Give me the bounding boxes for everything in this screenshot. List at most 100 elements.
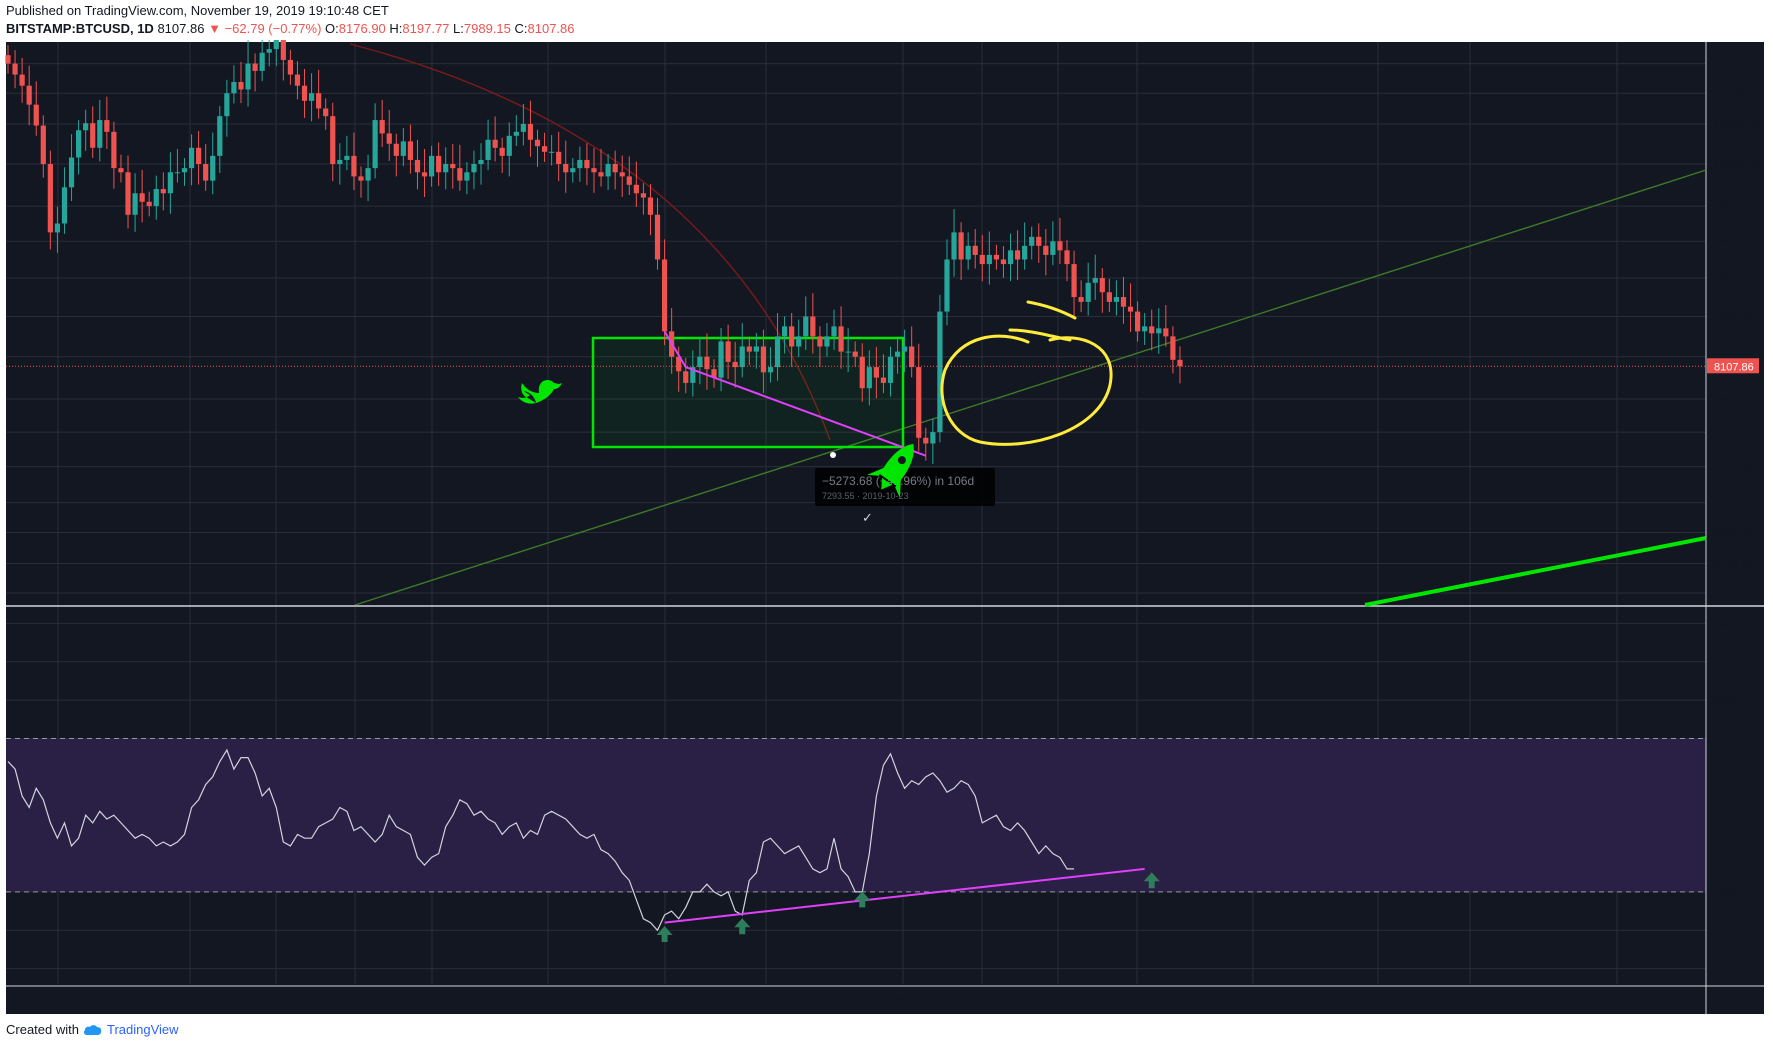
- change-value: −62.79 (−0.77%): [224, 21, 322, 36]
- price-tick-label: 10300.00: [1714, 159, 1760, 171]
- candle: [979, 234, 985, 282]
- candle: [993, 244, 999, 270]
- candle: [1156, 308, 1162, 354]
- up-arrow-icon: [734, 918, 751, 935]
- candle: [450, 143, 456, 189]
- time-tick-label: Dec: [1127, 993, 1147, 1005]
- candle: [167, 152, 173, 214]
- candle: [344, 135, 350, 171]
- candle: [873, 347, 879, 399]
- candle: [104, 96, 110, 149]
- candle: [471, 150, 477, 190]
- candle: [640, 183, 646, 215]
- candle: [400, 127, 406, 167]
- candle: [887, 346, 894, 397]
- symbol-ohlc-line: BITSTAMP:BTCUSD, 1D 8107.86 ▼ −62.79 (−0…: [6, 21, 575, 36]
- high-value: 8197.77: [402, 21, 450, 36]
- candle: [181, 158, 188, 186]
- candle: [697, 336, 703, 385]
- time-tick-label: Aug: [180, 993, 200, 1005]
- candle: [838, 306, 844, 369]
- price-tick-label: 6900.00: [1714, 498, 1754, 510]
- candle: [146, 191, 152, 217]
- candle: [83, 109, 89, 151]
- candle: [485, 119, 491, 171]
- candle: [1036, 223, 1042, 263]
- candle: [789, 312, 795, 368]
- candle: [937, 294, 943, 443]
- candle: [478, 143, 484, 185]
- price-tick-label: 7800.00: [1714, 394, 1754, 406]
- candle: [259, 40, 265, 82]
- candle: [330, 102, 336, 182]
- rsi-tick-label: 60.00: [1714, 772, 1742, 784]
- candle: [732, 341, 738, 388]
- candle: [457, 144, 463, 191]
- chart-canvas[interactable]: −5273.68 (−41.96%) in 106d 7293.55 · 201…: [0, 40, 1773, 1020]
- close-label: C:: [514, 21, 528, 36]
- candle: [68, 134, 75, 201]
- candle: [203, 143, 209, 191]
- candle: [661, 239, 668, 345]
- candle: [139, 169, 145, 223]
- candle: [753, 333, 759, 369]
- open-value: 8176.90: [338, 21, 386, 36]
- candle: [1078, 280, 1084, 313]
- candle: [132, 173, 138, 232]
- candle: [436, 142, 442, 186]
- candle: [810, 293, 816, 354]
- price-tick-label: 8600.00: [1714, 311, 1754, 323]
- time-tick-label: 13: [1464, 993, 1476, 1005]
- candle: [1106, 278, 1112, 313]
- low-value: 7989.15: [463, 21, 511, 36]
- candle: [443, 147, 449, 190]
- rsi-tick-label: 90.00: [1714, 657, 1742, 669]
- candle: [54, 206, 61, 253]
- tradingview-link[interactable]: TradingView: [106, 1022, 179, 1037]
- candle: [760, 329, 767, 393]
- candle: [690, 350, 696, 397]
- candle: [231, 65, 237, 104]
- candle: [97, 100, 103, 162]
- candle: [1163, 305, 1169, 347]
- candle: [591, 148, 597, 193]
- candle: [824, 322, 830, 357]
- candle: [26, 65, 32, 126]
- price-tick-label: 11600.00: [1714, 59, 1759, 71]
- twitter-bird-icon: [518, 380, 562, 404]
- price-tick-label: 10800.00: [1714, 119, 1760, 131]
- candle: [626, 156, 632, 196]
- time-tick-label: Sep: [422, 993, 442, 1005]
- bright-green-trendline: [1364, 536, 1707, 607]
- tradingview-cloud-icon: [83, 1024, 102, 1035]
- candle: [407, 124, 414, 174]
- time-tick-label: 15: [52, 993, 64, 1005]
- candle: [1014, 230, 1021, 281]
- candle: [852, 341, 858, 367]
- red-arc: [349, 43, 831, 441]
- candle: [916, 343, 922, 452]
- candle: [33, 81, 39, 136]
- rsi-band: [6, 738, 1706, 892]
- up-arrow-icon: [656, 925, 673, 942]
- candle: [1064, 240, 1070, 282]
- rsi-line: [7, 748, 1075, 932]
- candle: [541, 132, 548, 163]
- candle: [76, 120, 82, 175]
- rocket-icon: [867, 443, 914, 498]
- candle: [654, 198, 661, 270]
- candle: [153, 175, 159, 220]
- time-tick-label: 22: [349, 993, 361, 1005]
- last-price: 8107.86: [157, 21, 205, 36]
- candle: [556, 131, 562, 182]
- rsi-axis-labels: 100.00 90.00 80.00 70.00 60.00 50.00 40.00 30.0…: [1714, 618, 1748, 975]
- rsi-tick-label: 20.00: [1714, 925, 1742, 937]
- candle: [767, 347, 774, 383]
- measure-tooltip: [815, 468, 995, 506]
- candle: [1099, 267, 1105, 313]
- candle: [12, 50, 18, 89]
- candle: [1000, 246, 1007, 278]
- candle: [1120, 277, 1127, 324]
- candle: [90, 106, 96, 158]
- price-tick-label: 7200.00: [1714, 462, 1754, 474]
